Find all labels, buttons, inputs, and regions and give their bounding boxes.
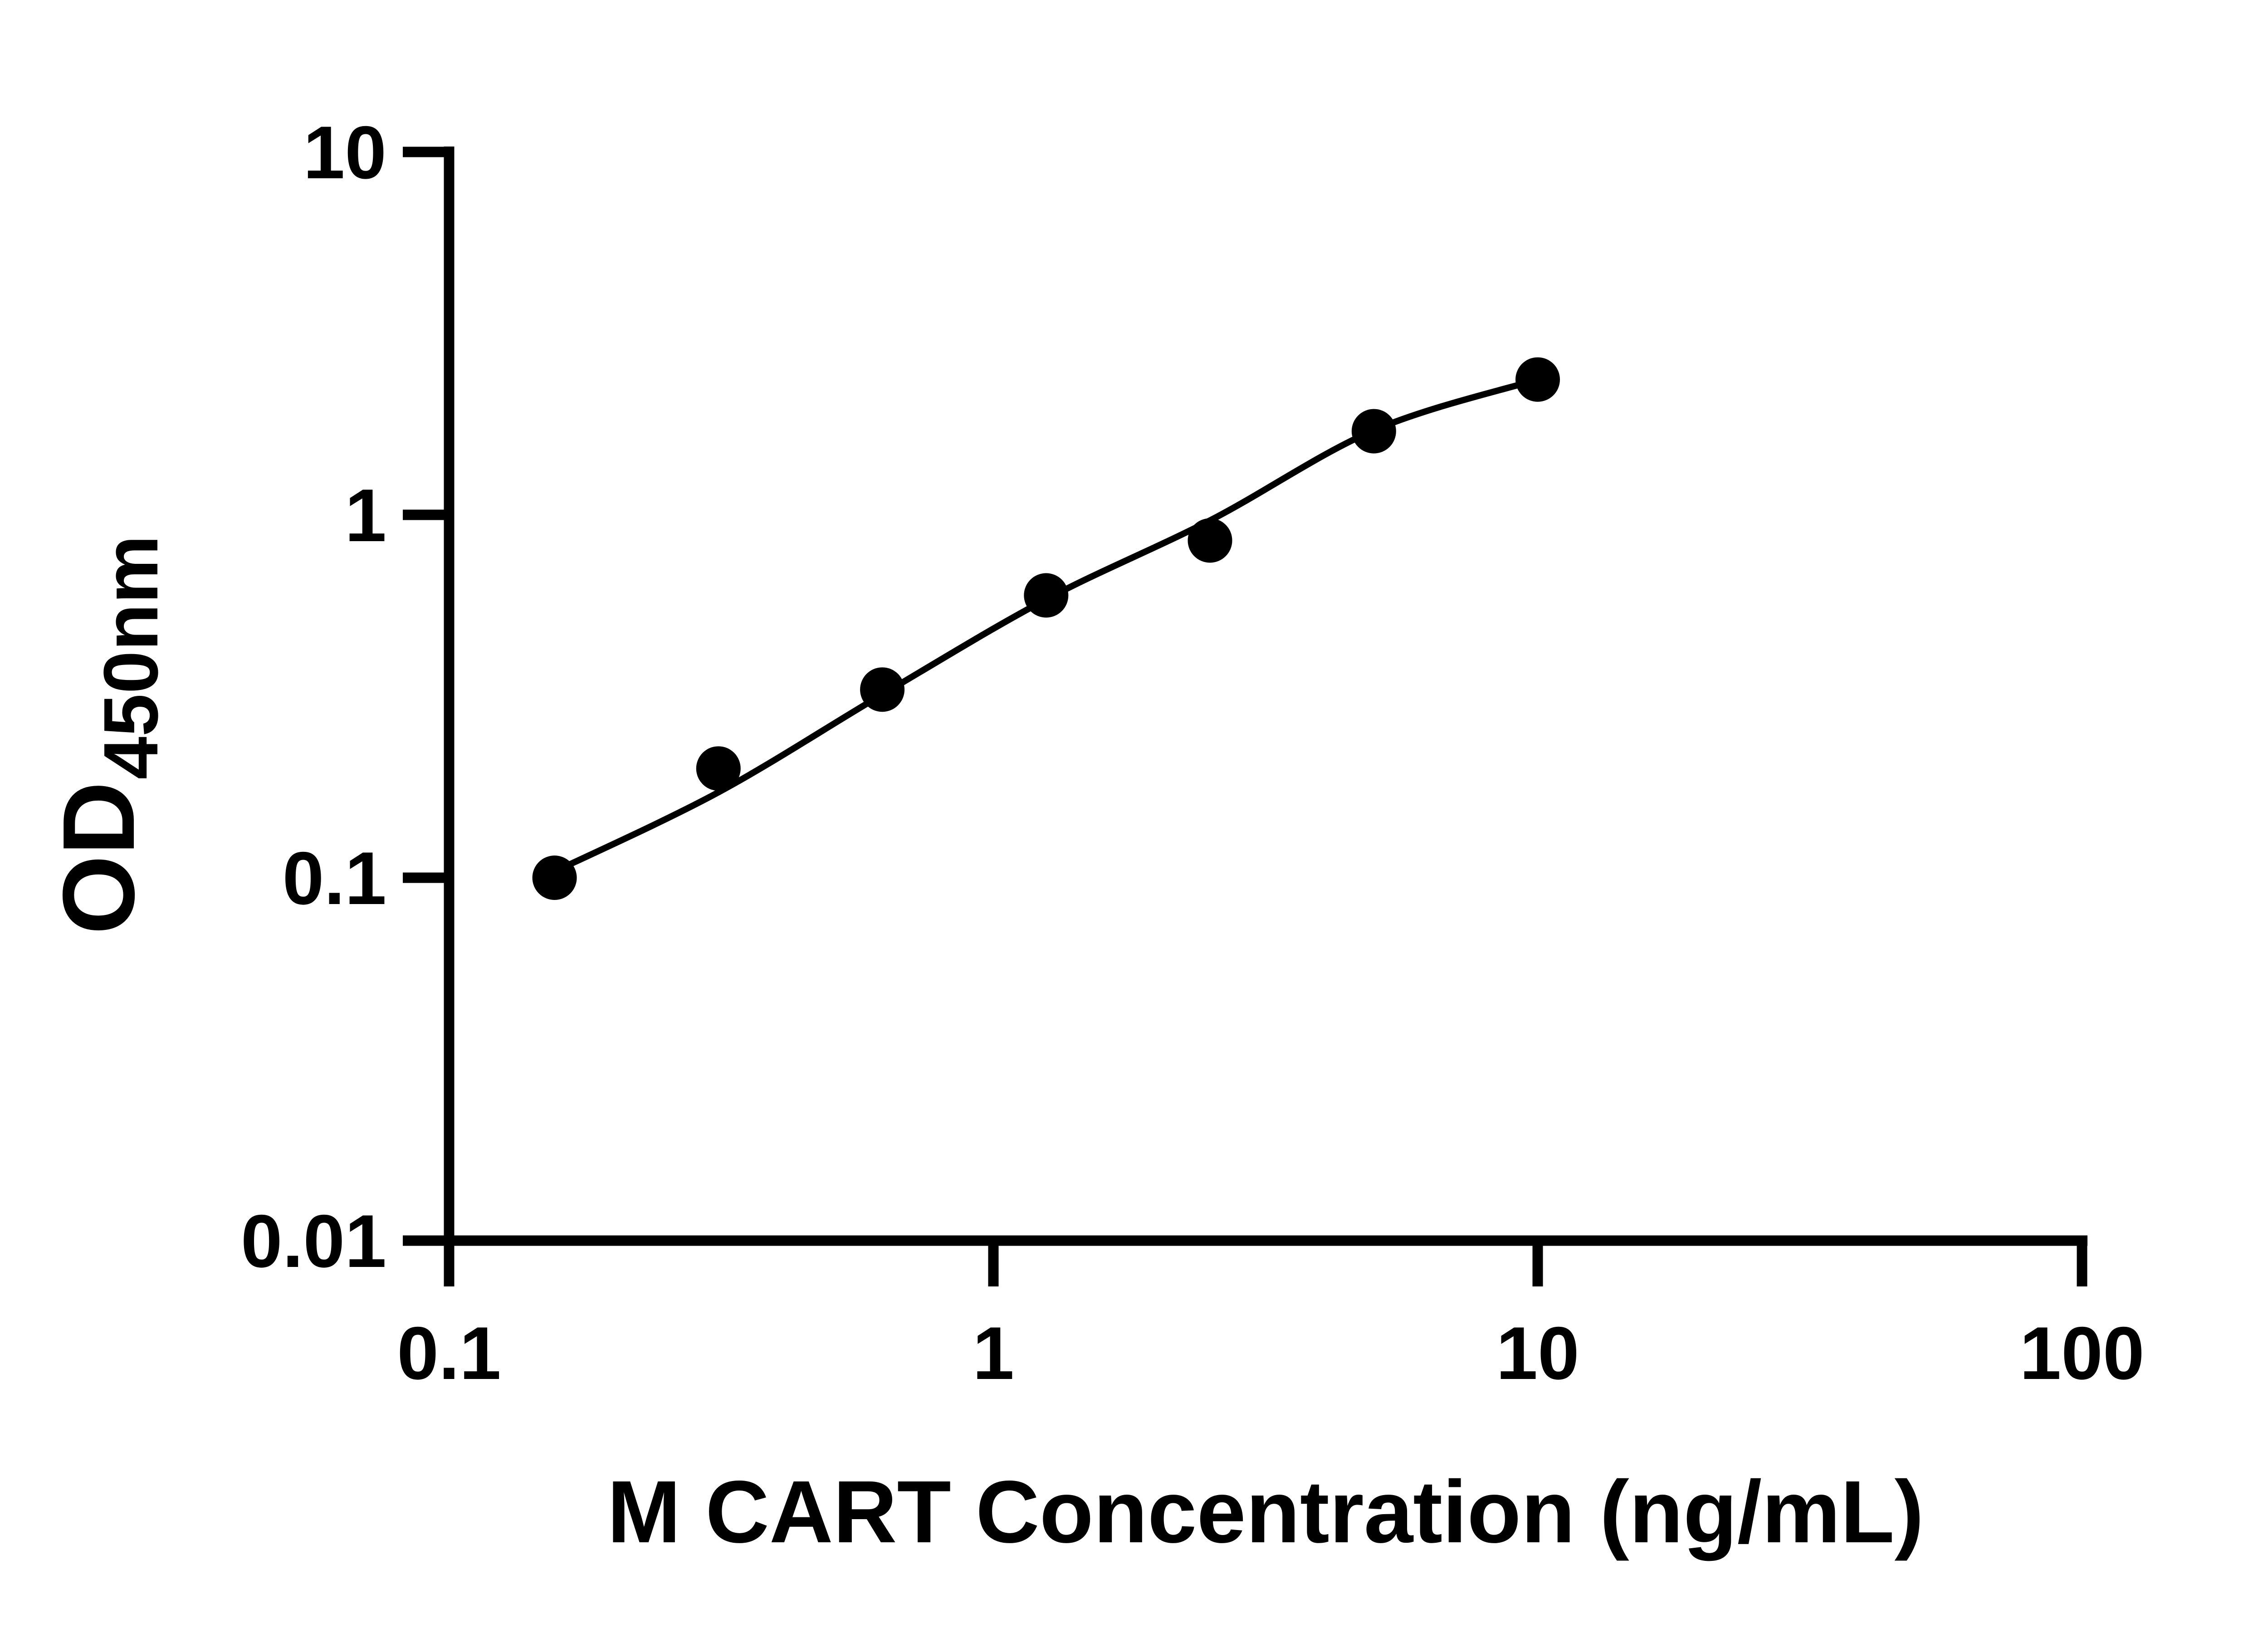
y-axis-title: OD 450nm: [41, 535, 174, 935]
x-tick-label-1: 1: [973, 1311, 1014, 1395]
x-tick-label-100: 100: [2019, 1311, 2144, 1395]
y-tick-label-0.1: 0.1: [283, 836, 386, 920]
data-point-1: [696, 746, 741, 791]
fit-curve-line: [553, 376, 1539, 875]
y-tick-label-1: 1: [345, 474, 386, 557]
data-point-6: [1515, 357, 1560, 402]
x-tick-label-10: 10: [1496, 1311, 1579, 1395]
data-point-0: [532, 856, 577, 900]
x-axis-title: M CART Concentration (ng/mL): [607, 1462, 1924, 1561]
y-tick-label-0.01: 0.01: [241, 1199, 386, 1283]
axes: [444, 147, 2087, 1286]
y-axis-title-main: OD: [41, 782, 156, 935]
x-tick-label-0.1: 0.1: [397, 1311, 501, 1395]
axis-ticks: [403, 147, 2087, 1286]
data-point-2: [860, 667, 905, 712]
data-point-4: [1188, 518, 1232, 563]
data-point-5: [1351, 409, 1396, 454]
data-point-3: [1024, 573, 1069, 618]
y-tick-label-10: 10: [303, 111, 386, 194]
y-axis-title-subscript: 450nm: [88, 535, 174, 780]
data-points: [532, 357, 1560, 900]
